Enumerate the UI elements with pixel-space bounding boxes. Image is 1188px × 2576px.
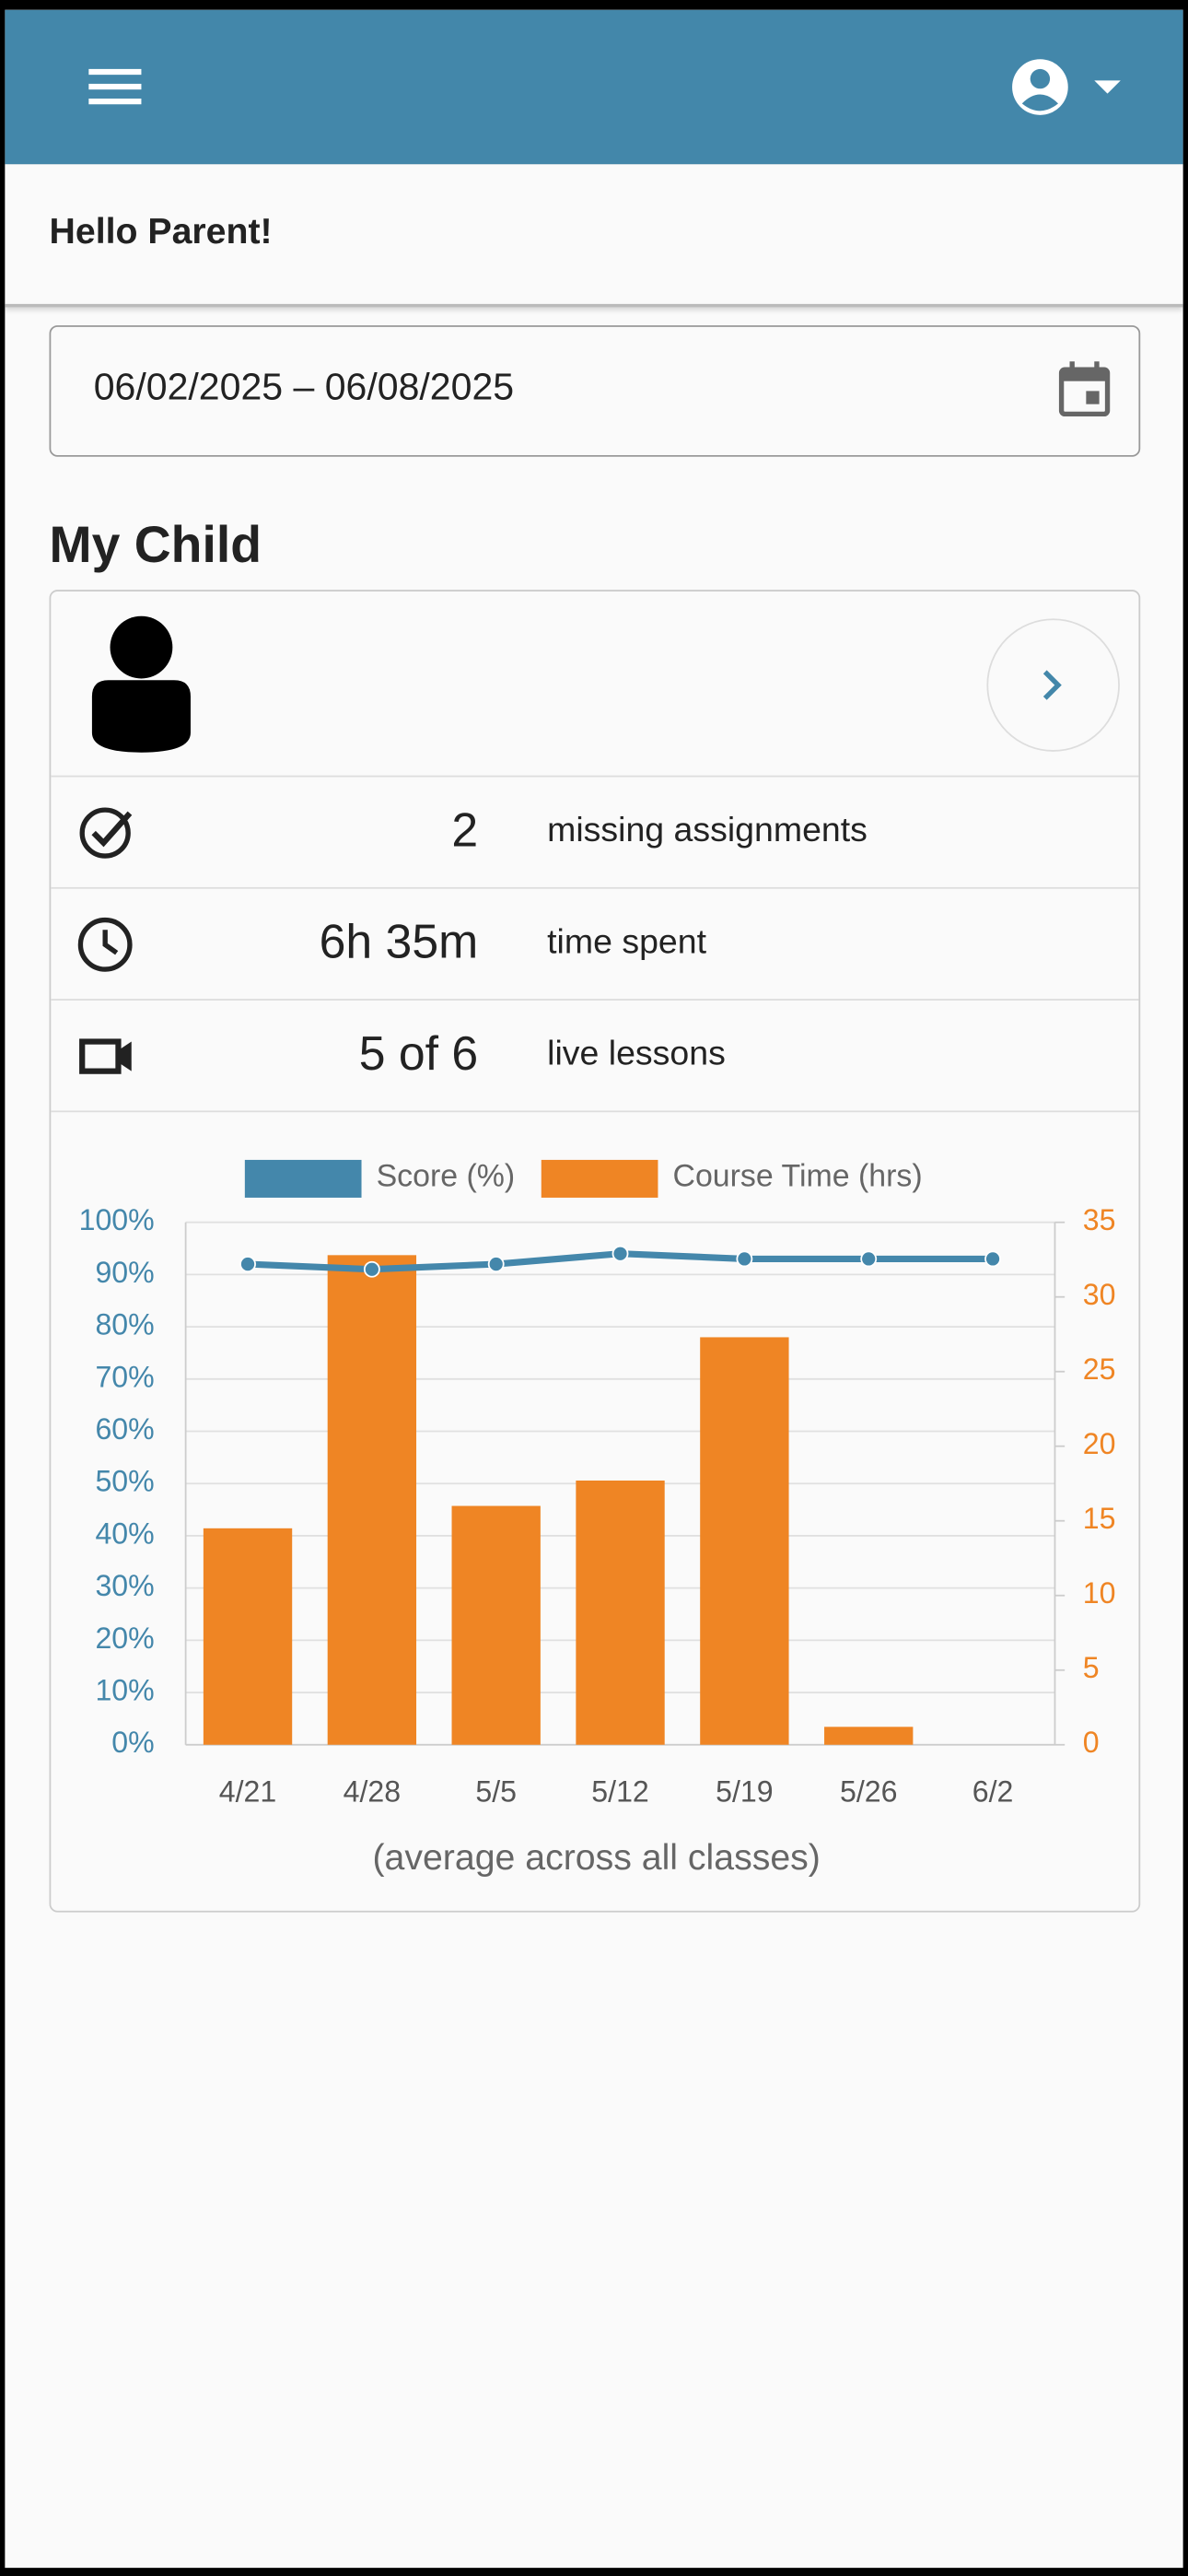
stat-row: 5 of 6 live lessons <box>51 999 1139 1110</box>
bar <box>824 1727 914 1745</box>
y-tick-label: 100% <box>79 1203 155 1236</box>
y-tick-label: 0% <box>111 1726 154 1759</box>
x-axis-label: (average across all classes) <box>372 1837 820 1878</box>
y-tick-label: 10% <box>95 1674 154 1707</box>
y2-tick-label: 25 <box>1083 1352 1116 1386</box>
line-point <box>736 1250 753 1268</box>
top-bar <box>5 9 1183 165</box>
greeting-bar: Hello Parent! <box>5 164 1183 308</box>
y-tick-label: 40% <box>95 1516 154 1550</box>
stat-row: 6h 35m time spent <box>51 886 1139 999</box>
y2-tick-label: 5 <box>1083 1651 1100 1684</box>
screen: Hello Parent! 06/02/2025 – 06/08/2025 My… <box>5 9 1183 2569</box>
y-tick-label: 80% <box>95 1308 154 1341</box>
line-point <box>239 1256 256 1272</box>
line-point <box>363 1260 380 1278</box>
stat-label: missing assignments <box>547 811 868 849</box>
y-tick-label: 60% <box>95 1412 154 1446</box>
y-tick-label: 70% <box>95 1360 154 1393</box>
bar <box>700 1337 789 1745</box>
legend-label: Course Time (hrs) <box>673 1159 923 1194</box>
chart: 0% 10% 20% 30% 40% 50% 60% 70% 80% 90% 100% 0 5 10 15 2… <box>79 1159 1116 1878</box>
section-title: My Child <box>49 515 262 574</box>
child-card: 2 missing assignments 6h 35m time spent … <box>49 590 1141 1913</box>
line-point <box>860 1250 878 1268</box>
stat-label: live lessons <box>547 1035 726 1073</box>
line-point <box>611 1245 629 1262</box>
y2-tick-label: 0 <box>1083 1726 1100 1759</box>
child-avatar <box>91 615 191 753</box>
x-tick-label: 5/5 <box>475 1775 517 1809</box>
x-tick-label: 5/12 <box>591 1775 648 1809</box>
bar <box>576 1480 665 1745</box>
stat-value: 2 <box>451 804 479 858</box>
y2-tick-label: 35 <box>1083 1203 1116 1236</box>
clock-icon <box>77 917 133 972</box>
date-range-field[interactable]: 06/02/2025 – 06/08/2025 <box>49 325 1141 457</box>
divider <box>51 1110 1139 1113</box>
x-tick-label: 5/19 <box>716 1775 773 1809</box>
y2-tick-label: 30 <box>1083 1278 1116 1311</box>
stat-label: time spent <box>547 923 707 962</box>
y-tick-label: 90% <box>95 1256 154 1289</box>
bar <box>203 1528 293 1745</box>
check-icon <box>79 807 133 859</box>
greeting: Hello Parent! <box>49 210 273 252</box>
open-child-button[interactable] <box>984 616 1123 755</box>
line-point <box>487 1256 505 1272</box>
legend-swatch <box>244 1159 362 1198</box>
menu-button[interactable] <box>87 64 144 111</box>
legend-swatch <box>541 1159 658 1198</box>
stat-row: 2 missing assignments <box>51 775 1139 887</box>
y2-tick-label: 10 <box>1083 1576 1116 1610</box>
calendar-icon[interactable] <box>1056 360 1112 419</box>
stat-value: 6h 35m <box>319 917 479 970</box>
video-icon <box>79 1038 132 1074</box>
legend-label: Score (%) <box>377 1159 516 1194</box>
y2-tick-label: 20 <box>1083 1427 1116 1460</box>
x-tick-label: 4/21 <box>219 1775 276 1809</box>
y-tick-label: 50% <box>95 1465 154 1498</box>
x-tick-label: 4/28 <box>344 1775 401 1809</box>
date-range: 06/02/2025 – 06/08/2025 <box>93 364 515 408</box>
y-tick-label: 30% <box>95 1569 154 1602</box>
bar <box>327 1255 417 1745</box>
bar <box>451 1505 541 1745</box>
line-point <box>984 1250 1001 1268</box>
account-menu[interactable] <box>1008 56 1126 119</box>
stat-value: 5 of 6 <box>358 1028 479 1082</box>
x-tick-label: 6/2 <box>973 1775 1014 1809</box>
x-tick-label: 5/26 <box>840 1775 897 1809</box>
y-tick-label: 20% <box>95 1622 154 1655</box>
y2-tick-label: 15 <box>1083 1502 1116 1535</box>
